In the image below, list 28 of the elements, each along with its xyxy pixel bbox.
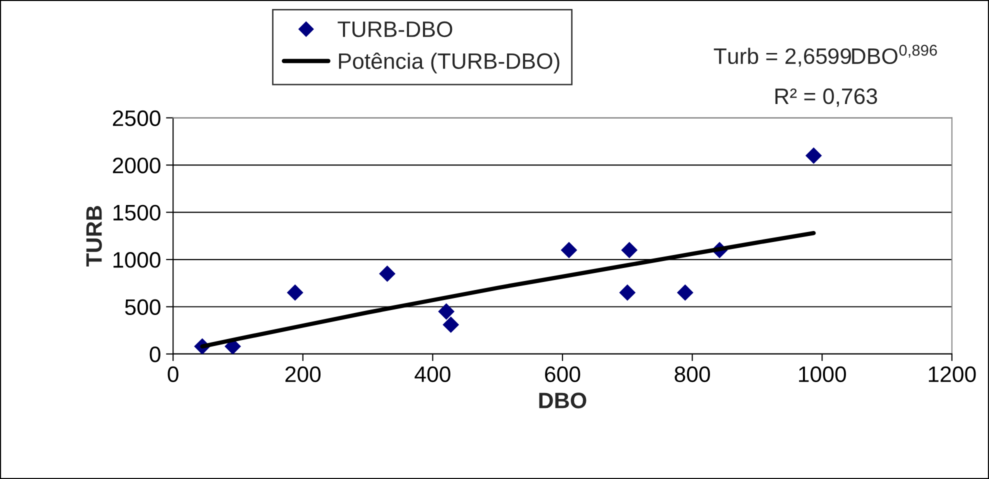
legend-label: TURB-DBO xyxy=(338,21,452,38)
x-tick-label: 0 xyxy=(168,366,178,382)
point xyxy=(676,284,694,301)
point xyxy=(286,284,304,301)
x-tick-label: 600 xyxy=(545,366,580,382)
point xyxy=(805,147,822,164)
y-tick-label: 1000 xyxy=(114,252,160,268)
y-tick-label: 1500 xyxy=(114,204,160,221)
x-tick-label: 200 xyxy=(285,366,321,382)
legend-label: Potência (TURB-DBO) xyxy=(339,52,560,74)
point xyxy=(438,303,455,320)
x-axis-title: DBO xyxy=(539,392,586,408)
x-tick-label: 800 xyxy=(674,366,710,382)
point xyxy=(379,265,396,282)
y-tick-label: 2000 xyxy=(112,158,160,174)
x-tick-label: 1000 xyxy=(799,366,846,382)
text: R² = 0,763 xyxy=(775,88,878,107)
y-tick-label: 0 xyxy=(150,346,160,362)
y-tick-label: 2500 xyxy=(112,110,160,126)
point xyxy=(621,242,638,258)
text: Turb = 2,6599DBO$^{0,896}$ xyxy=(714,44,937,67)
y-axis-title: TURB xyxy=(86,206,102,267)
x-tick-label: 400 xyxy=(414,366,450,382)
point xyxy=(619,284,636,301)
point xyxy=(560,242,578,258)
y-tick-label: 500 xyxy=(125,299,160,316)
x-tick-label: 1200 xyxy=(928,366,976,382)
point xyxy=(442,316,460,333)
